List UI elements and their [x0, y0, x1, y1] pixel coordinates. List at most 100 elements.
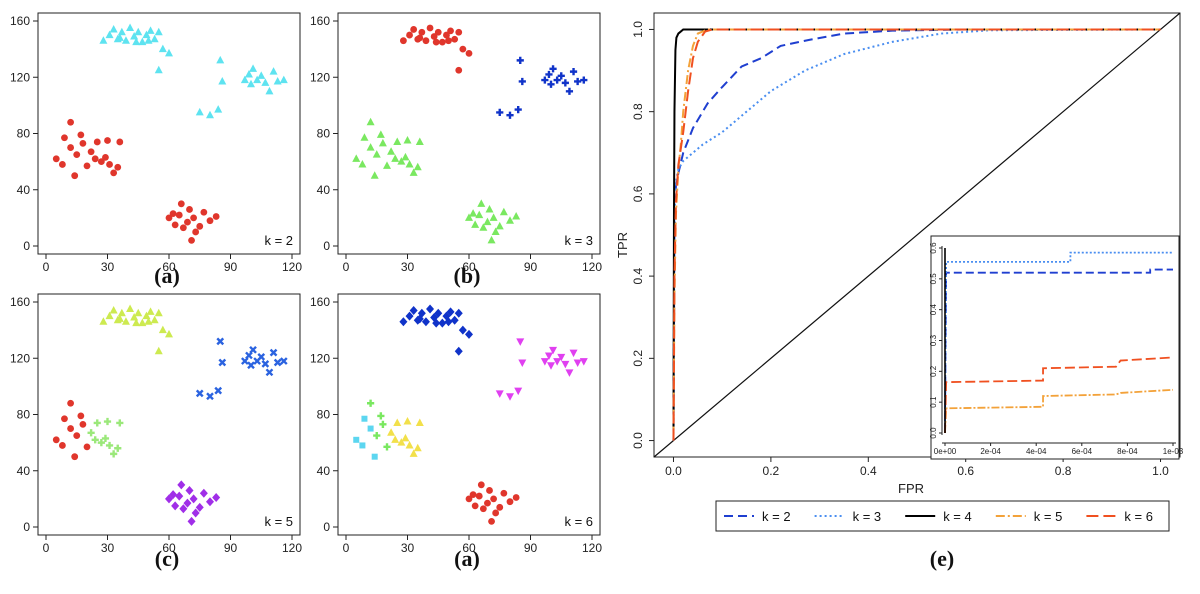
- data-point: [179, 504, 188, 514]
- y-tick-label: 160: [10, 14, 30, 28]
- data-point: [110, 169, 118, 177]
- inset-y-tick-label: 0.3: [929, 334, 938, 346]
- data-point: [553, 358, 562, 366]
- data-point: [379, 420, 387, 428]
- data-point: [183, 498, 192, 508]
- data-point: [261, 360, 270, 368]
- data-point: [179, 224, 187, 232]
- data-point: [573, 359, 582, 367]
- data-point: [372, 150, 381, 158]
- data-point: [93, 419, 101, 427]
- data-point: [409, 305, 418, 315]
- x-tick-label: 30: [101, 260, 115, 274]
- cluster-blue_dark: [496, 56, 588, 119]
- inset-x-tick-label: 0e+00: [934, 447, 957, 456]
- cluster-green: [367, 399, 391, 451]
- y-tick-label: 0: [23, 520, 30, 534]
- data-point: [154, 27, 163, 36]
- roc-panel: 0.0 0.2 0.4 0.6 0.8 1.0 0.0 0.2 0.4 0.6 0.8 1.0 FPR T…: [615, 12, 1184, 571]
- data-point: [391, 154, 400, 162]
- legend-label: k = 4: [943, 509, 972, 524]
- data-point: [116, 419, 124, 427]
- data-point: [477, 199, 486, 207]
- x-tick-label: 90: [224, 260, 238, 274]
- data-point: [484, 499, 491, 507]
- roc-series-3: [672, 28, 1161, 441]
- data-point: [73, 432, 81, 439]
- inset-y-tick-label: 0.2: [929, 365, 938, 377]
- data-point: [91, 436, 99, 444]
- data-point: [269, 67, 278, 75]
- data-point: [400, 37, 407, 45]
- data-point: [206, 110, 214, 119]
- inset-y-tick-label: 0.6: [929, 242, 938, 254]
- data-point: [445, 37, 452, 45]
- data-point: [418, 28, 426, 36]
- data-point: [52, 436, 60, 444]
- data-point: [117, 308, 126, 317]
- data-point: [116, 138, 124, 146]
- data-point: [142, 30, 151, 39]
- panel-caption: (b): [454, 263, 481, 288]
- data-point: [496, 108, 504, 117]
- data-point: [438, 318, 447, 328]
- inset-series-3: [944, 388, 1174, 434]
- data-point: [491, 227, 500, 235]
- data-point: [458, 325, 467, 335]
- roc-inset: 0e+00 2e-04 4e-04 6e-04 8e-04 1e-03 0.0 0.1 0.2 0…: [929, 235, 1184, 460]
- cluster-cyan2: [353, 415, 378, 460]
- diagonal-line: [653, 12, 1181, 458]
- y-tick-label: 40: [317, 183, 331, 197]
- data-point: [206, 392, 214, 401]
- data-point: [486, 487, 493, 494]
- data-point: [443, 31, 450, 39]
- data-point: [506, 393, 514, 401]
- data-point: [79, 420, 87, 428]
- x-tick-label: 60: [462, 541, 476, 555]
- data-point: [154, 65, 163, 74]
- data-point: [192, 228, 200, 236]
- data-point: [512, 494, 520, 501]
- data-point: [247, 361, 255, 370]
- data-point: [195, 502, 204, 512]
- data-point: [158, 325, 167, 334]
- data-point: [549, 65, 557, 73]
- data-point: [240, 75, 249, 84]
- data-point: [487, 235, 496, 244]
- data-point: [105, 441, 114, 450]
- data-point: [475, 492, 483, 500]
- data-point: [150, 34, 159, 43]
- data-point: [574, 77, 582, 86]
- cluster-blue_dark: [399, 304, 473, 356]
- cluster-yellow: [387, 417, 424, 457]
- data-point: [359, 442, 366, 449]
- cluster-purple: [165, 480, 221, 526]
- data-point: [165, 214, 173, 222]
- data-point: [387, 147, 396, 155]
- data-point: [446, 307, 455, 317]
- roc-series-5: [672, 28, 1161, 441]
- data-point: [185, 485, 194, 495]
- data-point: [114, 444, 122, 452]
- data-point: [561, 360, 570, 369]
- x-tick-label: 60: [462, 260, 476, 274]
- data-point: [438, 38, 446, 46]
- data-point: [61, 415, 68, 423]
- data-point: [115, 33, 124, 41]
- data-point: [130, 31, 139, 40]
- data-point: [403, 417, 412, 425]
- data-point: [126, 304, 135, 313]
- y-tick-label: 80: [317, 127, 331, 141]
- data-point: [405, 311, 414, 321]
- data-point: [115, 314, 124, 322]
- data-point: [447, 27, 454, 35]
- cluster-green: [352, 117, 521, 244]
- data-point: [103, 417, 112, 426]
- data-point: [110, 450, 118, 458]
- data-point: [370, 171, 379, 179]
- x-tick-label: 120: [582, 260, 602, 274]
- data-point: [495, 221, 504, 230]
- data-point: [393, 137, 402, 145]
- x-tick-label: 120: [582, 541, 602, 555]
- data-point: [383, 161, 391, 169]
